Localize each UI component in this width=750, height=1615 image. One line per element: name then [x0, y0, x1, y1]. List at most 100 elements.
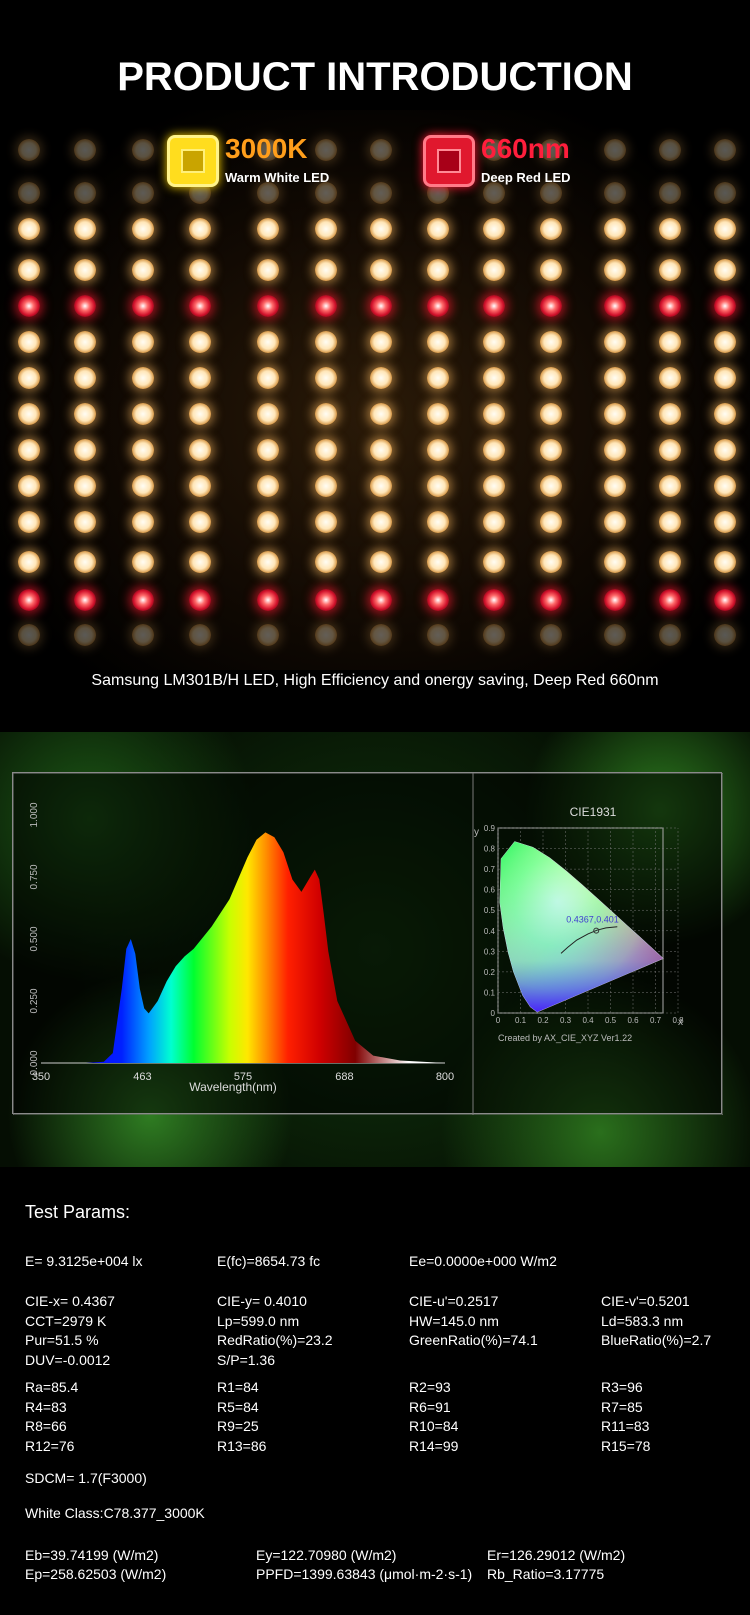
spectrum-y-tick-label: 1.000 — [29, 802, 40, 827]
white-led — [714, 439, 736, 461]
spectrum-y-tick-label: 0.750 — [29, 864, 40, 889]
param-e-lux: E= 9.3125e+004 lx — [25, 1253, 143, 1269]
white-led — [74, 475, 96, 497]
red-led — [659, 589, 681, 611]
param-cri-0-1: R1=84 — [217, 1379, 259, 1395]
white-led — [604, 624, 626, 646]
param-colorimetry-3-1: S/P=1.36 — [217, 1351, 275, 1368]
white-led — [370, 218, 392, 240]
white-led — [714, 475, 736, 497]
white-led — [483, 439, 505, 461]
red-led — [132, 589, 154, 611]
red-led — [315, 589, 337, 611]
white-led — [189, 182, 211, 204]
white-led — [540, 475, 562, 497]
cie-x-tick-label: 0.7 — [650, 1016, 662, 1025]
param-colorimetry-1-3: Ld=583.3 nm — [601, 1312, 684, 1329]
white-led — [483, 624, 505, 646]
cie-x-tick-label: 0.1 — [515, 1016, 527, 1025]
red-led — [189, 295, 211, 317]
white-led — [18, 218, 40, 240]
cie-x-tick-label: 0.5 — [605, 1016, 617, 1025]
param-cri-3-3: R15=78 — [601, 1437, 651, 1454]
white-led — [427, 439, 449, 461]
white-led — [427, 551, 449, 573]
white-led — [604, 218, 626, 240]
param-irradiance-1-0: Ep=258.62503 (W/m2) — [25, 1566, 167, 1582]
badge-value: 3000K — [225, 133, 308, 164]
white-led — [540, 367, 562, 389]
params-title: Test Params: — [25, 1202, 131, 1222]
white-led — [18, 331, 40, 353]
param-cri-0-0: Ra=85.4 — [25, 1379, 79, 1395]
param-cri-1-2: R6=91 — [409, 1398, 451, 1415]
white-led — [132, 511, 154, 533]
param-cri-0-3: R3=96 — [601, 1379, 643, 1395]
white-led — [604, 475, 626, 497]
white-led — [540, 331, 562, 353]
white-led — [189, 624, 211, 646]
white-led — [659, 182, 681, 204]
white-led — [659, 331, 681, 353]
white-led — [714, 259, 736, 281]
red-led — [18, 589, 40, 611]
led-array-photo — [0, 110, 750, 670]
red-led — [257, 295, 279, 317]
white-led — [257, 218, 279, 240]
white-led — [132, 139, 154, 161]
white-led — [18, 439, 40, 461]
hero-caption: Samsung LM301B/H LED, High Efficiency an… — [91, 672, 659, 689]
spectrum-x-ticks: 350 463 575 688 800 — [32, 1071, 454, 1083]
white-led — [540, 182, 562, 204]
white-led — [427, 624, 449, 646]
white-led — [540, 139, 562, 161]
param-colorimetry-2-0: Pur=51.5 % — [25, 1332, 99, 1348]
cie-x-tick-label: 0.3 — [560, 1016, 572, 1025]
white-led — [714, 624, 736, 646]
white-led — [315, 259, 337, 281]
white-led — [370, 511, 392, 533]
white-led — [540, 511, 562, 533]
white-led — [189, 259, 211, 281]
red-led — [604, 295, 626, 317]
param-irradiance-1-1: PPFD=1399.63843 (μmol·m-2·s-1) — [256, 1566, 473, 1582]
white-led — [714, 511, 736, 533]
warm-white-led-icon — [167, 135, 219, 187]
white-led — [18, 182, 40, 204]
cie-footer: Created by AX_CIE_XYZ Ver1.22 — [498, 1033, 632, 1043]
cie-x-tick-label: 0.8 — [672, 1016, 684, 1025]
white-led — [714, 218, 736, 240]
cie-y-tick-label: 0.6 — [484, 886, 496, 895]
white-led — [370, 259, 392, 281]
badge-value: 660nm — [481, 133, 570, 164]
red-led — [257, 589, 279, 611]
white-led — [427, 259, 449, 281]
white-led — [540, 218, 562, 240]
white-led — [189, 218, 211, 240]
white-led — [257, 139, 279, 161]
red-led — [714, 589, 736, 611]
param-cri-3-2: R14=99 — [409, 1437, 459, 1454]
white-led — [74, 367, 96, 389]
white-led — [604, 331, 626, 353]
white-led — [483, 139, 505, 161]
param-colorimetry-2-2: GreenRatio(%)=74.1 — [409, 1332, 538, 1348]
white-led — [714, 403, 736, 425]
deep-red-led-icon — [423, 135, 475, 187]
spectrum-x-tick-label: 463 — [133, 1071, 151, 1083]
chart-frame: 0.000 0.250 0.500 0.750 1.000 350 463 575 688 80… — [12, 772, 724, 1116]
red-led — [540, 295, 562, 317]
white-led — [659, 475, 681, 497]
cie-x-tick-label: 0 — [496, 1016, 501, 1025]
white-led — [483, 367, 505, 389]
white-led — [74, 139, 96, 161]
white-led — [659, 367, 681, 389]
spectrum-y-tick-label: 0.250 — [29, 988, 40, 1013]
white-led — [483, 475, 505, 497]
red-led — [483, 295, 505, 317]
param-cri-3-0: R12=76 — [25, 1437, 75, 1454]
white-led — [315, 551, 337, 573]
param-e-fc: E(fc)=8654.73 fc — [217, 1253, 321, 1269]
white-led — [604, 182, 626, 204]
red-led — [714, 295, 736, 317]
